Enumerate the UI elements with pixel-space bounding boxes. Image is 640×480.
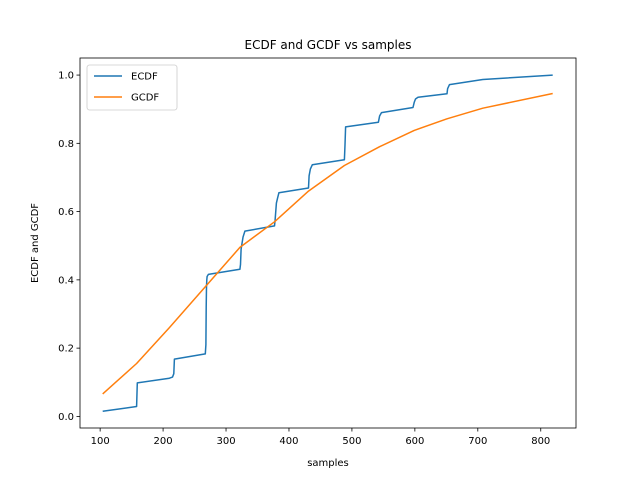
legend-label-ecdf: ECDF <box>131 72 158 83</box>
chart-title: ECDF and GCDF vs samples <box>245 38 412 52</box>
y-axis: 0.0 0.2 0.4 0.6 0.8 1.0 <box>58 71 80 423</box>
x-tick-label: 300 <box>216 436 235 447</box>
x-tick-label: 100 <box>91 436 110 447</box>
axes-frame <box>79 57 577 429</box>
y-tick-label: 0.6 <box>58 207 74 218</box>
x-tick-label: 400 <box>279 436 298 447</box>
legend-label-gcdf: GCDF <box>131 93 159 104</box>
legend: ECDF GCDF <box>86 64 178 111</box>
y-tick-label: 1.0 <box>58 71 74 82</box>
x-tick-label: 700 <box>468 436 487 447</box>
x-tick-label: 200 <box>154 436 173 447</box>
y-tick-label: 0.0 <box>58 412 74 423</box>
y-tick-label: 0.8 <box>58 139 74 150</box>
plot-area <box>102 74 553 413</box>
x-tick-label: 800 <box>531 436 550 447</box>
x-axis: 100 200 300 400 500 600 700 800 <box>91 428 550 447</box>
series-line-ecdf <box>102 74 553 413</box>
x-tick-label: 500 <box>342 436 361 447</box>
y-axis-label: ECDF and GCDF <box>30 203 41 283</box>
y-tick-label: 0.4 <box>58 275 74 286</box>
y-tick-label: 0.2 <box>58 344 74 355</box>
series-line-gcdf <box>102 92 553 395</box>
x-axis-label: samples <box>307 458 349 469</box>
x-tick-label: 600 <box>405 436 424 447</box>
